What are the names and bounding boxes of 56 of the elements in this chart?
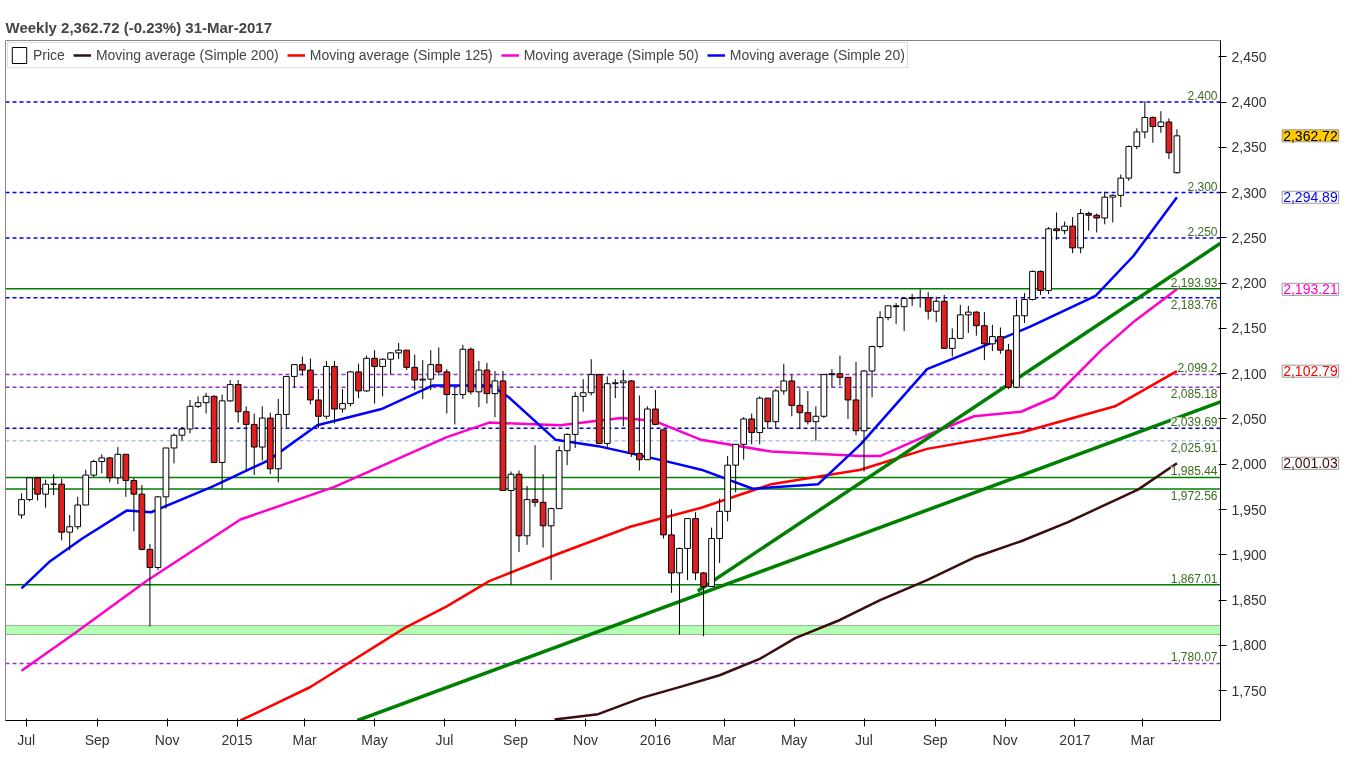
x-tick-label: 2017: [1059, 731, 1091, 748]
legend-label: Moving average (Simple 50): [523, 47, 699, 63]
ref-line-label: 2,400: [1187, 89, 1218, 104]
y-tick-label: 2,300: [1231, 184, 1267, 201]
ref-line-label: 1,972.56: [1170, 489, 1218, 504]
y-tick-label: 1,850: [1231, 592, 1267, 609]
text: 2,362.72: [1283, 127, 1338, 144]
x-tick-label: May: [361, 731, 388, 748]
ref-line-label: 2,193.93: [1170, 275, 1218, 290]
chart-title: Weekly 2,362.72 (-0.23%) 31-Mar-2017: [5, 18, 273, 36]
x-tick-label: Nov: [573, 731, 598, 748]
ref-line-label: 2,183.76: [1170, 297, 1218, 312]
x-tick-label: Mar: [1130, 731, 1155, 748]
x-tick-label: Sep: [503, 731, 529, 748]
x-tick-label: Jul: [435, 731, 454, 748]
x-tick-label: 2015: [221, 731, 253, 748]
y-tick-label: 2,450: [1231, 48, 1267, 65]
ref-line-label: 2,250: [1187, 224, 1218, 239]
x-tick-label: Jul: [855, 731, 873, 748]
y-tick-label: 1,900: [1231, 546, 1267, 563]
ref-line-label: 1,985.44: [1170, 464, 1218, 479]
x-tick-label: Mar: [292, 731, 318, 748]
legend-label: Moving average (Simple 125): [309, 47, 493, 63]
ref-line-label: 1,780.07: [1170, 650, 1218, 665]
x-tick-label: May: [780, 731, 808, 748]
y-tick-label: 2,350: [1231, 139, 1267, 156]
x-tick-label: Nov: [992, 731, 1018, 748]
x-tick-label: Nov: [154, 731, 180, 748]
y-tick-label: 2,050: [1231, 410, 1267, 427]
y-tick-label: 1,950: [1231, 501, 1267, 518]
ref-line-label: 2,025.91: [1170, 440, 1218, 455]
y-tick-label: 2,200: [1231, 275, 1267, 292]
x-tick-label: Jul: [17, 731, 36, 748]
text: 2,294.89: [1283, 189, 1338, 206]
ref-line-label: 2,099.2: [1177, 361, 1218, 376]
y-tick-label: 2,100: [1231, 365, 1267, 382]
text: 2,193.21: [1283, 281, 1338, 298]
y-tick-label: 2,400: [1231, 94, 1267, 111]
x-tick-label: Sep: [84, 731, 110, 748]
legend-label: Moving average (Simple 20): [729, 47, 905, 63]
x-tick-label: Sep: [922, 731, 948, 748]
x-tick-label: Mar: [712, 731, 737, 748]
y-tick-label: 1,750: [1231, 682, 1267, 699]
y-tick-label: 2,250: [1231, 229, 1267, 246]
ref-line-label: 2,039.69: [1170, 415, 1218, 430]
y-tick-label: 1,800: [1231, 637, 1267, 654]
text: 2,001.03: [1283, 455, 1338, 472]
y-tick-label: 2,150: [1231, 320, 1267, 337]
legend-label: Moving average (Simple 200): [95, 47, 279, 63]
text: 2,102.79: [1283, 363, 1338, 380]
legend-label: Price: [33, 47, 65, 63]
ref-line-label: 2,300: [1187, 179, 1218, 194]
ref-line-label: 2,085.18: [1170, 387, 1218, 402]
ref-line-label: 1,867.01: [1170, 571, 1218, 586]
x-tick-label: 2016: [639, 731, 672, 748]
y-tick-label: 2,000: [1231, 456, 1267, 473]
